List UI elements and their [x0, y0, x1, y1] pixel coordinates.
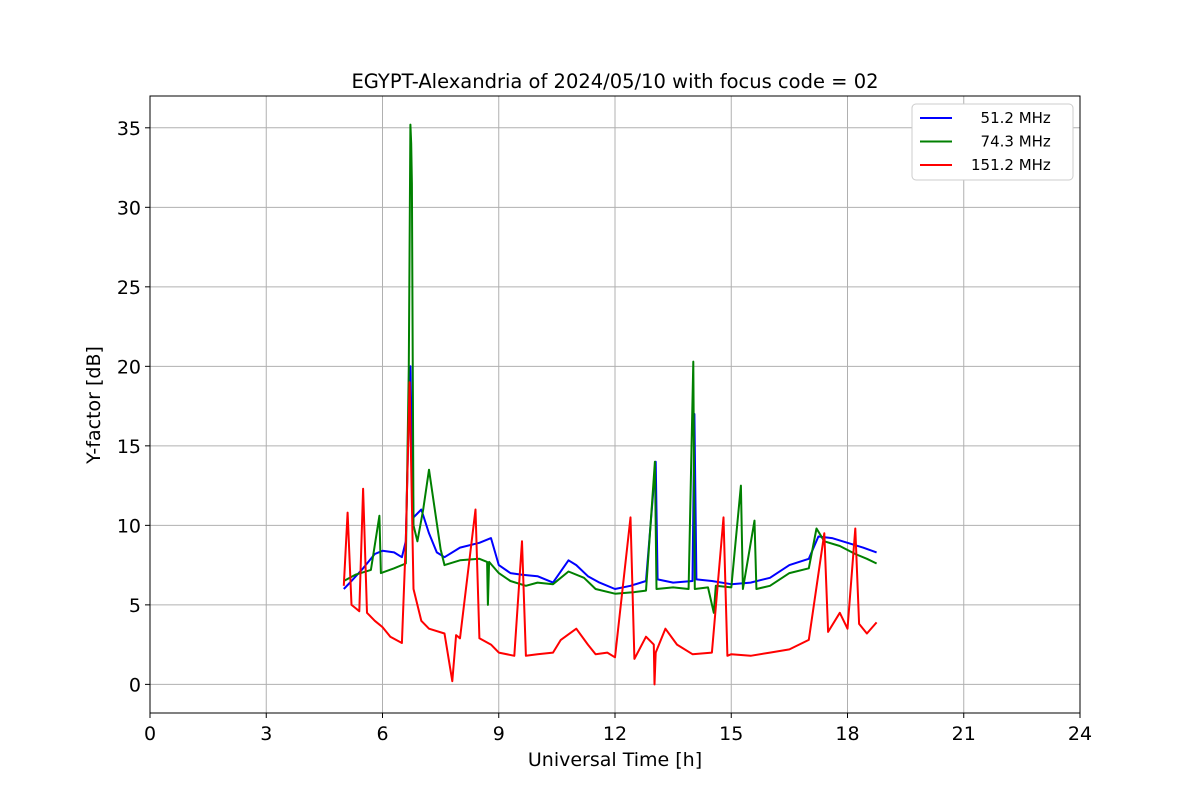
y-tick-label: 35 [117, 118, 141, 140]
x-tick-label: 18 [835, 723, 859, 745]
axis-ticks: 0 3 6 9 12 15 18 21 24 0 5 10 15 20 25 30 35 [117, 118, 1092, 745]
x-axis-title: Universal Time [h] [528, 749, 702, 771]
y-tick-label: 20 [117, 356, 141, 378]
x-tick-label: 3 [260, 723, 272, 745]
x-tick-label: 0 [144, 723, 156, 745]
x-tick-label: 6 [376, 723, 388, 745]
y-tick-label: 25 [117, 277, 141, 299]
y-tick-label: 15 [117, 436, 141, 458]
legend-label-3: 151.2 MHz [971, 156, 1051, 174]
y-tick-label: 10 [117, 515, 141, 537]
legend-label-2: 74.3 MHz [971, 133, 1051, 151]
x-tick-label: 24 [1068, 723, 1092, 745]
legend-label-1: 51.2 MHz [971, 109, 1051, 127]
x-tick-label: 15 [719, 723, 743, 745]
x-tick-label: 12 [603, 723, 627, 745]
y-tick-label: 0 [129, 674, 141, 696]
y-axis-title: Y-factor [dB] [83, 346, 105, 465]
series-line-2 [343, 123, 878, 614]
chart-title: EGYPT-Alexandria of 2024/05/10 with focu… [351, 70, 878, 93]
series-lines [342, 123, 878, 686]
y-tick-label: 5 [129, 595, 141, 617]
y-tick-label: 30 [117, 197, 141, 219]
legend-box [911, 103, 1074, 181]
x-tick-label: 21 [952, 723, 976, 745]
x-tick-label: 9 [493, 723, 505, 745]
legend: 51.2 MHz 74.3 MHz 151.2 MHz [911, 103, 1074, 181]
series-line-3 [342, 381, 878, 686]
